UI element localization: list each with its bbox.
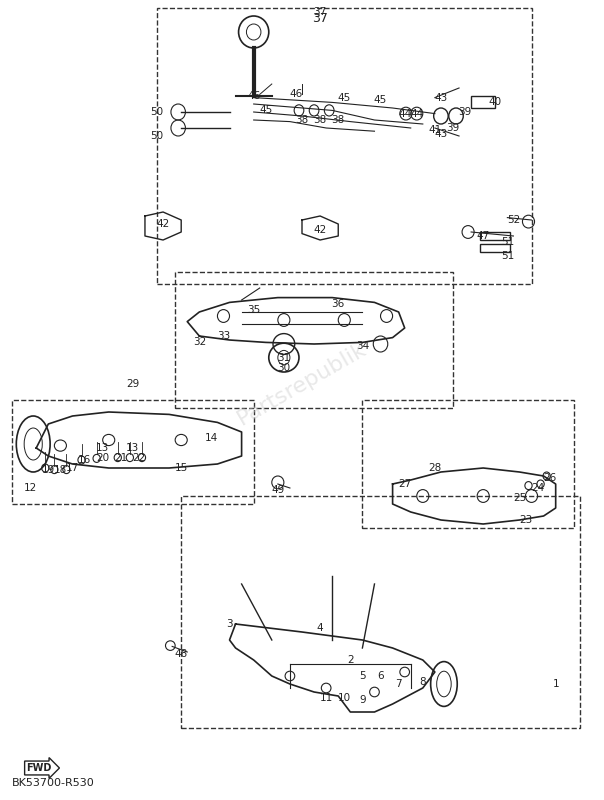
Text: 3: 3 (226, 619, 233, 629)
Text: 45: 45 (374, 95, 387, 105)
Text: 26: 26 (543, 474, 556, 483)
Text: 24: 24 (531, 483, 544, 493)
Text: 6: 6 (378, 671, 384, 681)
Text: 4: 4 (317, 623, 323, 633)
Bar (12, 400, 254, 504)
Text: 9: 9 (359, 695, 365, 705)
Bar (157, 8, 532, 284)
Text: 31: 31 (277, 354, 291, 363)
Text: 38: 38 (332, 115, 345, 125)
Text: 19: 19 (42, 466, 55, 475)
Text: 44: 44 (398, 109, 411, 118)
Text: BK53700-R530: BK53700-R530 (12, 778, 95, 788)
Text: 48: 48 (175, 649, 188, 658)
Text: 43: 43 (434, 129, 448, 138)
Text: 51: 51 (501, 237, 514, 246)
Text: 22: 22 (132, 454, 146, 463)
Text: 46: 46 (289, 90, 303, 99)
Text: 12: 12 (24, 483, 37, 493)
Text: 43: 43 (434, 93, 448, 102)
Bar (362, 400, 574, 528)
Text: 18: 18 (54, 465, 67, 474)
Text: Partsrepublik: Partsrepublik (234, 339, 370, 429)
Text: 21: 21 (114, 453, 127, 462)
Bar (471, 95, 495, 107)
Text: 34: 34 (356, 342, 369, 351)
Text: 47: 47 (477, 231, 490, 241)
Text: 33: 33 (217, 331, 230, 341)
Text: 2: 2 (347, 655, 353, 665)
Text: 45: 45 (259, 105, 272, 114)
Text: 37: 37 (312, 12, 328, 25)
Bar (480, 244, 510, 252)
Text: 50: 50 (150, 131, 164, 141)
Bar (181, 496, 580, 728)
Bar (175, 272, 453, 408)
Text: 13: 13 (126, 443, 140, 453)
Text: 51: 51 (501, 251, 514, 261)
Text: 23: 23 (519, 515, 532, 525)
Text: 44: 44 (410, 109, 423, 118)
Text: 35: 35 (247, 305, 260, 314)
Text: 16: 16 (78, 455, 91, 465)
Text: 5: 5 (359, 671, 365, 681)
Text: 42: 42 (313, 225, 327, 234)
Text: 39: 39 (458, 107, 472, 117)
Text: 32: 32 (193, 338, 206, 347)
Text: 29: 29 (126, 379, 140, 389)
Text: 25: 25 (513, 494, 526, 503)
Text: 49: 49 (271, 486, 284, 495)
Text: 37: 37 (313, 7, 327, 17)
Text: 38: 38 (313, 115, 327, 125)
Text: 17: 17 (66, 463, 79, 473)
Text: 27: 27 (398, 479, 411, 489)
Text: 30: 30 (277, 363, 291, 373)
Text: 42: 42 (156, 219, 170, 229)
Text: 40: 40 (489, 97, 502, 106)
Text: 13: 13 (96, 443, 109, 453)
Text: 14: 14 (205, 434, 218, 443)
Text: 8: 8 (420, 677, 426, 686)
Text: 28: 28 (428, 463, 442, 473)
Text: 45: 45 (338, 93, 351, 102)
Text: 41: 41 (428, 125, 442, 134)
Text: 52: 52 (507, 215, 520, 225)
Text: 46: 46 (247, 91, 260, 101)
Text: 38: 38 (295, 115, 309, 125)
Text: FWD: FWD (27, 763, 52, 773)
Bar (480, 232, 510, 240)
Text: 10: 10 (338, 694, 351, 703)
Text: 36: 36 (332, 299, 345, 309)
Text: 15: 15 (175, 463, 188, 473)
Text: 1: 1 (553, 679, 559, 689)
Text: 39: 39 (446, 123, 460, 133)
Text: 11: 11 (320, 693, 333, 702)
Text: 50: 50 (150, 107, 164, 117)
Text: 7: 7 (396, 679, 402, 689)
Text: 20: 20 (96, 453, 109, 462)
